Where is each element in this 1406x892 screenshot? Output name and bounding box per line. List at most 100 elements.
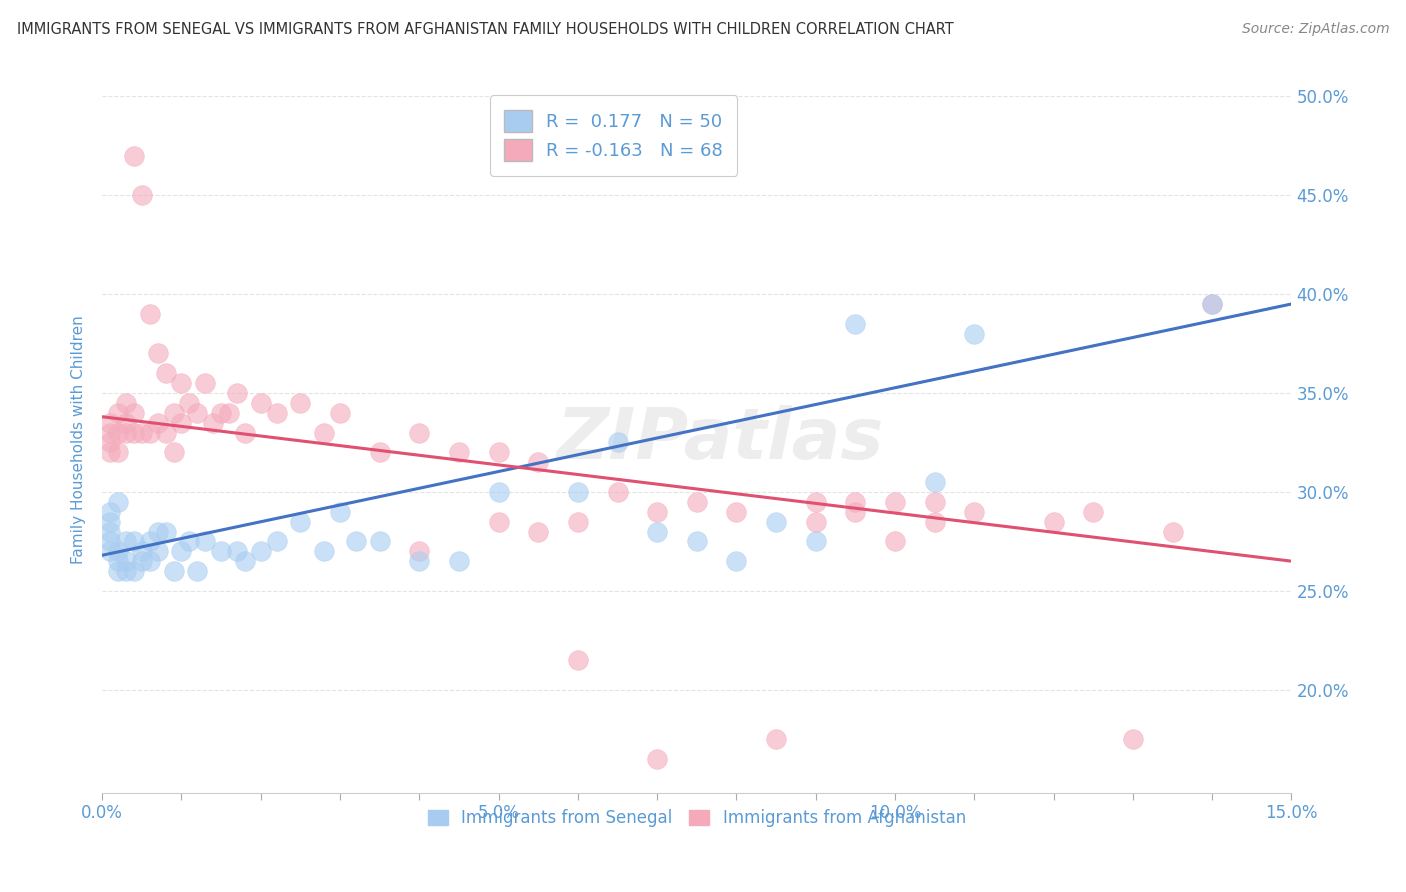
Point <box>107 554 129 568</box>
Point <box>170 416 193 430</box>
Point <box>963 505 986 519</box>
Point <box>226 544 249 558</box>
Point <box>170 544 193 558</box>
Point <box>98 505 121 519</box>
Point <box>194 534 217 549</box>
Point <box>122 425 145 440</box>
Point <box>527 455 550 469</box>
Point <box>924 475 946 489</box>
Point <box>844 495 866 509</box>
Text: ZIPatlas: ZIPatlas <box>557 405 884 474</box>
Point <box>266 406 288 420</box>
Text: Source: ZipAtlas.com: Source: ZipAtlas.com <box>1241 22 1389 37</box>
Point <box>98 544 121 558</box>
Point <box>202 416 225 430</box>
Point <box>98 416 121 430</box>
Point <box>186 406 208 420</box>
Point <box>567 484 589 499</box>
Point <box>115 554 138 568</box>
Point <box>115 534 138 549</box>
Point <box>686 534 709 549</box>
Point <box>162 564 184 578</box>
Point <box>146 544 169 558</box>
Point <box>98 425 121 440</box>
Point <box>1042 515 1064 529</box>
Point <box>131 554 153 568</box>
Point <box>98 435 121 450</box>
Point <box>170 376 193 391</box>
Point <box>1122 732 1144 747</box>
Point <box>447 554 470 568</box>
Point <box>186 564 208 578</box>
Point <box>139 554 162 568</box>
Point <box>725 554 748 568</box>
Point <box>179 534 201 549</box>
Point <box>107 495 129 509</box>
Point <box>131 188 153 202</box>
Point <box>314 544 336 558</box>
Point <box>645 524 668 539</box>
Point <box>122 148 145 162</box>
Point <box>408 425 430 440</box>
Point <box>131 425 153 440</box>
Point <box>266 534 288 549</box>
Point <box>218 406 240 420</box>
Point <box>98 524 121 539</box>
Point <box>146 346 169 360</box>
Point <box>249 544 271 558</box>
Point <box>1161 524 1184 539</box>
Point <box>368 445 391 459</box>
Point <box>1083 505 1105 519</box>
Point <box>107 445 129 459</box>
Point <box>314 425 336 440</box>
Point <box>1201 297 1223 311</box>
Point <box>107 406 129 420</box>
Point <box>146 524 169 539</box>
Point <box>209 544 232 558</box>
Point <box>115 564 138 578</box>
Point <box>329 505 352 519</box>
Point <box>804 534 827 549</box>
Point <box>233 425 256 440</box>
Y-axis label: Family Households with Children: Family Households with Children <box>72 315 86 564</box>
Point <box>249 396 271 410</box>
Point <box>122 406 145 420</box>
Point <box>408 544 430 558</box>
Point <box>924 515 946 529</box>
Point <box>162 406 184 420</box>
Legend: Immigrants from Senegal, Immigrants from Afghanistan: Immigrants from Senegal, Immigrants from… <box>422 803 973 834</box>
Point <box>1201 297 1223 311</box>
Point <box>290 396 312 410</box>
Point <box>804 515 827 529</box>
Point <box>645 505 668 519</box>
Point <box>107 544 129 558</box>
Point <box>233 554 256 568</box>
Point <box>924 495 946 509</box>
Point <box>115 425 138 440</box>
Point <box>139 534 162 549</box>
Point <box>804 495 827 509</box>
Point <box>290 515 312 529</box>
Point <box>107 425 129 440</box>
Point <box>146 416 169 430</box>
Text: IMMIGRANTS FROM SENEGAL VS IMMIGRANTS FROM AFGHANISTAN FAMILY HOUSEHOLDS WITH CH: IMMIGRANTS FROM SENEGAL VS IMMIGRANTS FR… <box>17 22 953 37</box>
Point <box>844 505 866 519</box>
Point <box>488 484 510 499</box>
Point <box>209 406 232 420</box>
Point <box>606 435 628 450</box>
Point <box>567 515 589 529</box>
Point <box>115 416 138 430</box>
Point <box>122 564 145 578</box>
Point <box>725 505 748 519</box>
Point <box>162 445 184 459</box>
Point <box>408 554 430 568</box>
Point <box>527 524 550 539</box>
Point <box>107 564 129 578</box>
Point <box>765 515 787 529</box>
Point <box>963 326 986 341</box>
Point <box>567 653 589 667</box>
Point <box>488 515 510 529</box>
Point <box>155 366 177 380</box>
Point <box>368 534 391 549</box>
Point <box>98 445 121 459</box>
